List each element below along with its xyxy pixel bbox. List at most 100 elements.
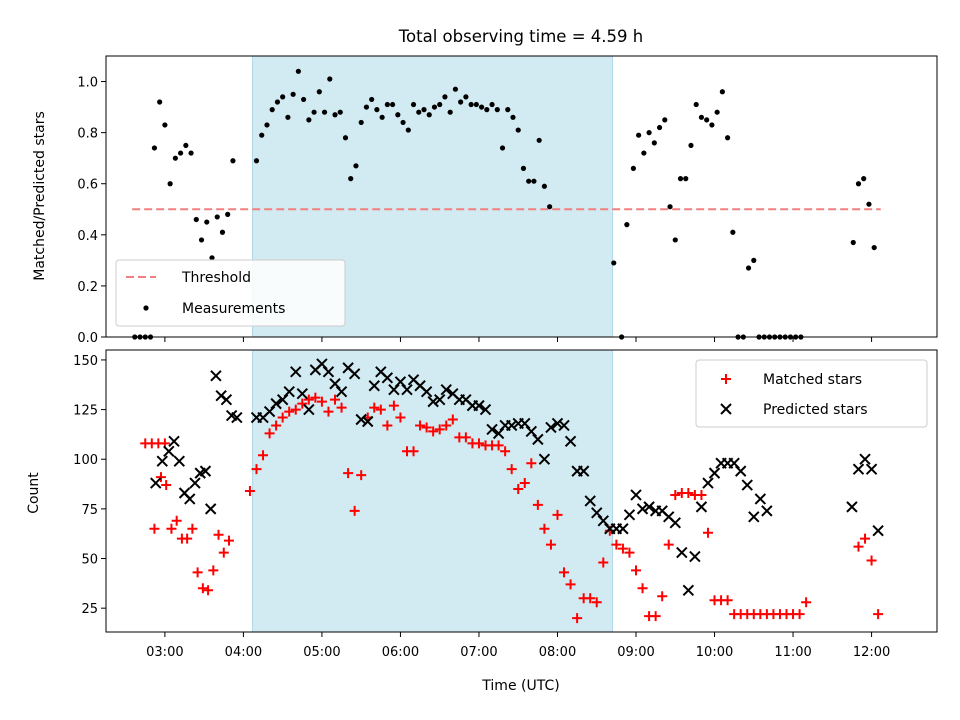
measurement-point bbox=[259, 132, 265, 138]
measurement-point bbox=[855, 181, 862, 187]
matched-star-point bbox=[624, 547, 635, 558]
x-tick-label: 10:00 bbox=[696, 645, 733, 660]
count-legend bbox=[695, 359, 928, 428]
legend-matched-swatch bbox=[721, 374, 731, 384]
predicted-star-point bbox=[322, 366, 335, 378]
predicted-star-point bbox=[479, 403, 492, 416]
matched-star-point bbox=[441, 420, 452, 431]
matched-star-point bbox=[572, 613, 583, 624]
predicted-star-point bbox=[420, 385, 433, 398]
predicted-star-point bbox=[708, 467, 721, 479]
matched-star-point bbox=[657, 591, 668, 602]
ratio-panel: 0.0 0.2 0.4 0.6 0.8 1.0 Threshold Measurements bbox=[77, 55, 938, 346]
measurement-point bbox=[531, 178, 537, 184]
ratio-y-axis-label: Matched/Predicted stars bbox=[32, 111, 48, 281]
measurement-point bbox=[437, 101, 443, 108]
measurement-point bbox=[499, 145, 506, 151]
measurement-point bbox=[693, 101, 699, 108]
matched-star-point bbox=[683, 487, 694, 498]
measurement-point bbox=[871, 244, 877, 251]
predicted-star-point bbox=[741, 479, 753, 491]
measurement-point bbox=[285, 114, 291, 120]
matched-star-point bbox=[264, 428, 275, 439]
matched-star-point bbox=[526, 458, 537, 469]
measurement-point bbox=[321, 109, 328, 115]
predicted-star-point bbox=[538, 453, 551, 465]
x-tick-label: 05:00 bbox=[303, 645, 340, 660]
matched-star-point bbox=[860, 533, 871, 544]
matched-star-point bbox=[316, 396, 327, 407]
measurement-point bbox=[866, 201, 872, 207]
matched-star-point bbox=[284, 406, 295, 417]
predicted-star-point bbox=[748, 511, 760, 523]
measurement-point bbox=[704, 117, 710, 123]
measurement-point bbox=[198, 237, 205, 243]
predicted-star-point bbox=[505, 419, 518, 432]
measurement-point bbox=[400, 119, 406, 126]
predicted-star-point bbox=[695, 501, 708, 513]
predicted-star-point bbox=[676, 546, 688, 559]
measurement-point bbox=[656, 124, 663, 131]
matched-star-point bbox=[171, 515, 182, 526]
measurement-point bbox=[157, 99, 163, 105]
matched-star-point bbox=[336, 402, 347, 413]
measurement-point bbox=[269, 107, 275, 113]
matched-star-point bbox=[297, 398, 308, 409]
y-tick-label: 125 bbox=[73, 404, 98, 419]
measurement-point bbox=[526, 178, 532, 184]
measurement-point bbox=[541, 183, 548, 189]
measurement-point bbox=[421, 107, 427, 113]
predicted-star-point bbox=[210, 370, 222, 382]
measurement-point bbox=[204, 219, 210, 225]
x-tick-label: 04:00 bbox=[225, 645, 262, 660]
matched-star-point bbox=[670, 489, 681, 500]
measurement-point bbox=[494, 107, 500, 113]
predicted-star-point bbox=[682, 584, 695, 597]
predicted-star-point bbox=[545, 421, 557, 434]
predicted-star-point bbox=[303, 403, 315, 416]
matched-star-point bbox=[506, 464, 517, 475]
matched-star-point bbox=[323, 406, 334, 417]
x-tick-label: 12:00 bbox=[853, 645, 890, 660]
predicted-star-point bbox=[427, 395, 439, 408]
predicted-star-point bbox=[204, 503, 217, 515]
predicted-star-point bbox=[401, 384, 413, 396]
measurement-point bbox=[348, 176, 354, 182]
predicted-star-point bbox=[283, 385, 295, 398]
measurement-point bbox=[193, 216, 199, 223]
matched-star-point bbox=[303, 394, 314, 405]
measurement-point bbox=[667, 204, 673, 210]
measurement-point bbox=[167, 181, 173, 187]
matched-star-point bbox=[611, 539, 622, 550]
measurement-point bbox=[280, 94, 286, 100]
matched-star-point bbox=[415, 420, 426, 431]
matched-star-point bbox=[500, 446, 511, 457]
matched-star-point bbox=[493, 440, 504, 451]
measurement-point bbox=[850, 239, 856, 246]
predicted-star-point bbox=[381, 372, 394, 384]
measurement-point bbox=[405, 127, 411, 133]
measurement-point bbox=[253, 158, 260, 164]
x-tick-label: 09:00 bbox=[617, 645, 654, 660]
matched-star-point bbox=[434, 424, 445, 435]
matched-star-point bbox=[251, 464, 262, 475]
measurement-point bbox=[416, 109, 422, 115]
measurement-point bbox=[478, 104, 485, 110]
measurement-point bbox=[183, 142, 189, 149]
count-y-axis-label: Count bbox=[26, 472, 42, 514]
measurement-point bbox=[452, 86, 459, 92]
axes-frame bbox=[105, 55, 938, 338]
matched-star-point bbox=[617, 543, 628, 554]
matched-star-point bbox=[532, 499, 543, 510]
measurement-point bbox=[510, 114, 516, 120]
matched-star-point bbox=[369, 402, 380, 413]
predicted-star-point bbox=[335, 385, 348, 398]
x-tick-label: 06:00 bbox=[382, 645, 419, 660]
predicted-star-point bbox=[564, 435, 577, 448]
y-tick-label: 0.8 bbox=[77, 127, 98, 142]
matched-star-point bbox=[203, 585, 214, 596]
y-tick-label: 100 bbox=[73, 453, 98, 468]
matched-star-point bbox=[631, 565, 642, 576]
matched-star-point bbox=[218, 547, 229, 558]
predicted-star-point bbox=[434, 393, 446, 406]
